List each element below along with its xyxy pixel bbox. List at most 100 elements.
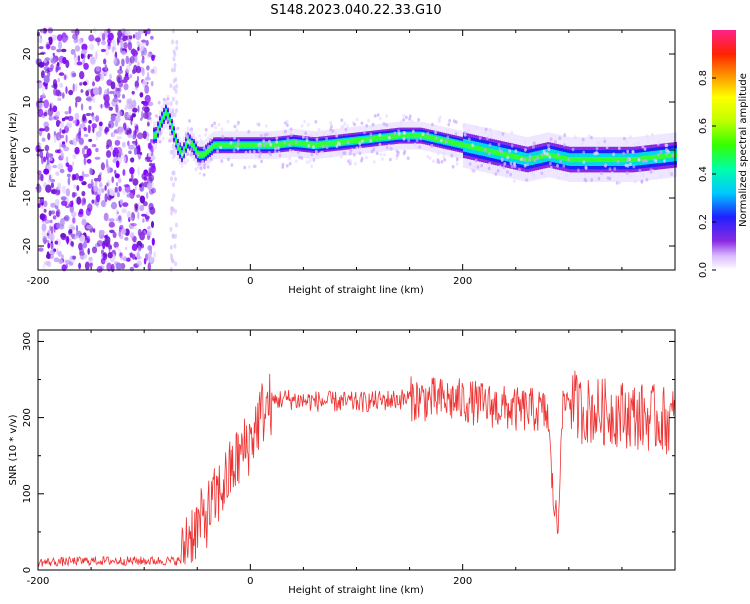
ridge-green: [241, 142, 243, 148]
ridge-green: [649, 155, 651, 161]
y-tick-label: 0: [22, 147, 33, 153]
ridge-green: [393, 133, 395, 139]
noise-blob: [141, 59, 145, 64]
ridge-speckle: [288, 161, 292, 166]
noise-blob: [48, 179, 51, 183]
noise-blob: [116, 126, 123, 135]
ridge-green: [603, 157, 605, 163]
noise-blob: [113, 241, 119, 249]
ridge-speckle: [162, 97, 166, 102]
noise-blob: [111, 46, 115, 53]
noise-blob: [59, 91, 62, 97]
noise-blob: [88, 105, 92, 110]
noise-blob: [118, 230, 121, 237]
ridge-speckle: [502, 165, 505, 170]
noise-blob: [125, 246, 128, 251]
ridge-speckle: [355, 146, 359, 150]
noise-blob: [100, 188, 105, 193]
ridge-green: [239, 142, 241, 148]
ridge-speckle: [233, 136, 236, 140]
noise-blob: [91, 246, 98, 254]
noise-blob: [134, 185, 137, 191]
ridge-green: [479, 146, 481, 152]
ridge-green: [395, 133, 397, 139]
ridge-speckle: [410, 119, 414, 124]
ridge-speckle: [455, 162, 459, 166]
ridge-speckle: [562, 164, 566, 168]
ridge-speckle: [506, 170, 509, 174]
noise-blob: [81, 219, 87, 226]
noise-blob: [49, 249, 55, 256]
ridge-green: [161, 117, 163, 123]
ridge-speckle: [158, 130, 162, 134]
noise-blob: [97, 86, 102, 96]
ridge-speckle: [331, 129, 335, 133]
ridge-green: [517, 155, 519, 160]
noise-blob: [74, 45, 81, 52]
ridge-green: [447, 139, 449, 145]
noise-blob: [103, 238, 110, 247]
noise-blob: [134, 206, 139, 213]
ridge-green: [309, 142, 311, 148]
noise-blob: [74, 235, 80, 239]
ridge-speckle: [190, 152, 193, 157]
ridge-speckle: [604, 164, 607, 168]
ridge-green: [179, 148, 181, 154]
ridge-speckle: [308, 158, 312, 163]
ridge-speckle: [463, 133, 467, 137]
ridge-green: [661, 153, 663, 159]
ridge-green: [559, 154, 561, 160]
noise-blob: [103, 212, 109, 222]
ridge-speckle: [582, 160, 586, 164]
ridge-green: [175, 139, 177, 144]
noise-blob: [115, 182, 119, 187]
ridge-speckle: [164, 124, 167, 129]
ridge-green: [625, 157, 627, 163]
x-tick-label: 0: [247, 576, 253, 587]
noise-blob: [114, 94, 117, 99]
ridge-speckle: [375, 151, 379, 156]
noise-blob: [65, 59, 70, 69]
ridge-speckle: [526, 162, 529, 167]
ridge-green: [371, 136, 373, 142]
ridge-speckle: [363, 130, 366, 135]
noise-blob: [115, 104, 119, 113]
noise-blob: [60, 134, 64, 139]
ridge-speckle: [421, 132, 425, 137]
ridge-speckle: [275, 136, 279, 141]
noise-blob: [169, 244, 173, 250]
noise-blob: [43, 200, 48, 208]
ridge-speckle: [232, 149, 236, 153]
ridge-green: [391, 134, 393, 139]
ridge-speckle: [236, 122, 240, 127]
noise-blob: [170, 176, 174, 182]
noise-blob: [117, 69, 123, 75]
ridge-speckle: [514, 149, 518, 153]
noise-blob: [146, 136, 150, 142]
colorbar: 0.0 0.2 0.4 0.6 0.8 Normalized spectral ampl…: [698, 30, 749, 278]
noise-blob: [78, 137, 84, 145]
noise-blob: [106, 139, 113, 148]
noise-blob: [175, 39, 179, 45]
noise-blob: [106, 262, 112, 272]
ridge-green: [427, 134, 429, 140]
figure-title: S148.2023.040.22.33.G10: [270, 3, 441, 18]
ridge-green: [581, 157, 583, 163]
ridge-speckle: [378, 142, 382, 147]
noise-blob: [67, 164, 73, 173]
noise-blob: [103, 58, 107, 65]
noise-blob: [61, 141, 66, 145]
ridge-green: [399, 133, 401, 139]
noise-blob: [75, 224, 79, 233]
noise-blob: [57, 250, 62, 257]
noise-blob: [77, 37, 83, 46]
ridge-speckle: [265, 141, 269, 145]
noise-blob: [73, 184, 77, 189]
ridge-speckle: [233, 124, 237, 129]
noise-blob: [94, 75, 100, 82]
ridge-speckle: [184, 132, 188, 137]
ridge-speckle: [501, 132, 505, 136]
ridge-green: [297, 140, 299, 146]
noise-blob: [53, 83, 58, 89]
noise-blob: [56, 222, 61, 229]
